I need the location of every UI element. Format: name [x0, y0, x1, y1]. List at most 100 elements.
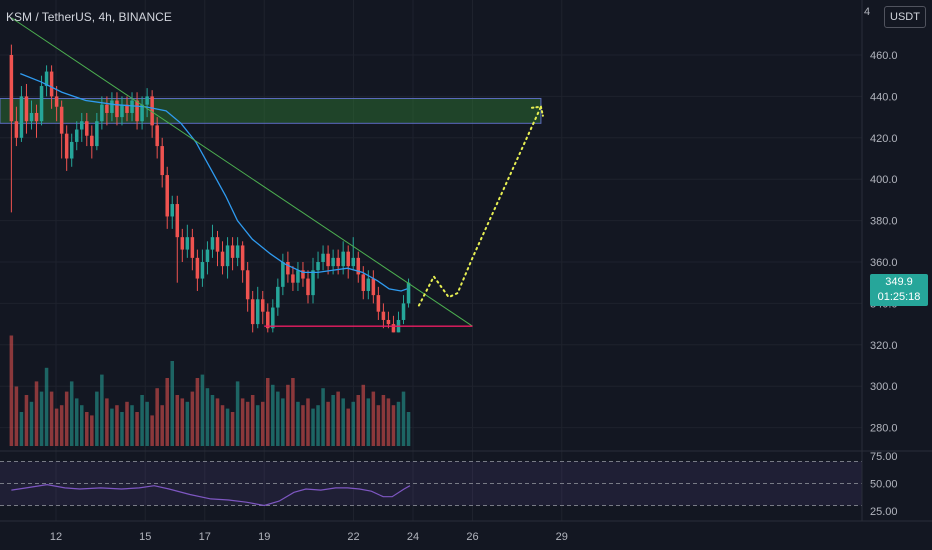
volume-bar	[235, 381, 240, 446]
volume-bar	[276, 391, 280, 446]
volume-bar	[195, 378, 200, 446]
price-tick-label: 440.0	[870, 91, 898, 103]
candle-body	[401, 303, 406, 320]
volume-bar	[361, 384, 366, 446]
volume-bar	[69, 381, 74, 446]
rsi-tick-label: 25.00	[870, 506, 898, 518]
volume-bar	[85, 412, 89, 446]
volume-bar	[220, 405, 225, 446]
volume-bar	[170, 361, 175, 446]
volume-bar	[341, 398, 345, 446]
volume-bar	[34, 381, 39, 446]
candle-body	[306, 278, 310, 296]
candle-body	[381, 311, 386, 320]
candle-body	[346, 251, 350, 267]
volume-bar	[160, 405, 164, 446]
candle-body	[135, 100, 139, 122]
time-tick-label: 19	[258, 531, 270, 543]
candle-body	[296, 270, 300, 283]
price-tick-label: 320.0	[870, 340, 898, 352]
volume-bar	[371, 391, 376, 446]
volume-bar	[210, 395, 215, 446]
volume-bar	[59, 405, 64, 446]
volume-bar	[125, 401, 129, 446]
candle-body	[115, 100, 119, 118]
volume-bar	[190, 391, 195, 446]
candle-body	[44, 71, 49, 87]
candle-body	[49, 71, 54, 97]
volume-bar	[215, 398, 220, 446]
volume-bar	[185, 401, 190, 446]
candle-body	[64, 133, 69, 159]
volume-bar	[240, 398, 245, 446]
candle-body	[155, 125, 159, 147]
candle-body	[311, 270, 315, 296]
last-price-value: 349.9	[885, 276, 913, 288]
volume-bar	[316, 405, 320, 446]
volume-bar	[24, 395, 29, 446]
candle-body	[281, 262, 285, 287]
volume-bar	[145, 401, 149, 446]
candle-body	[175, 204, 180, 238]
candle-body	[271, 307, 275, 329]
candle-body	[250, 299, 255, 325]
candle-body	[235, 245, 240, 258]
price-tick-label: 400.0	[870, 174, 898, 186]
candle-body	[69, 141, 74, 159]
volume-bar	[286, 384, 290, 446]
candle-countdown: 01:25:18	[877, 291, 921, 303]
time-tick-label: 26	[466, 531, 478, 543]
volume-bar	[175, 395, 180, 446]
candle-body	[361, 274, 366, 291]
price-tick-label: 280.0	[870, 423, 898, 435]
candle-body	[255, 299, 260, 325]
volume-bar	[155, 388, 159, 446]
candle-body	[125, 104, 129, 113]
candle-body	[200, 262, 205, 279]
volume-bar	[260, 401, 265, 446]
candle-body	[54, 96, 59, 107]
time-tick-label: 29	[556, 531, 568, 543]
candle-body	[336, 257, 340, 267]
volume-bar	[301, 405, 305, 446]
projection-arrowhead	[530, 105, 544, 117]
resistance-zone	[0, 97, 542, 124]
volume-bar	[311, 408, 315, 446]
last-price-tag: 349.9 01:25:18	[870, 274, 928, 306]
price-tick-label: 460.0	[870, 50, 898, 62]
candle-body	[14, 121, 19, 138]
price-tick-label: 420.0	[870, 133, 898, 145]
candle-body	[190, 237, 195, 258]
volume-bar	[205, 388, 210, 446]
candle-body	[286, 262, 290, 275]
volume-bar	[356, 395, 361, 446]
volume-bar	[115, 405, 119, 446]
candle-body	[220, 251, 225, 267]
volume-bar	[120, 412, 124, 446]
volume-bar	[331, 395, 335, 446]
volume-bar	[200, 374, 205, 446]
candle-body	[165, 175, 169, 217]
volume-bar	[74, 398, 79, 446]
rsi-tick-label: 75.00	[870, 451, 898, 463]
volume-bar	[296, 401, 300, 446]
volume-bar	[44, 367, 49, 446]
currency-unit-badge[interactable]: USDT	[884, 6, 926, 28]
rsi-tick-label: 50.00	[870, 479, 898, 491]
candle-body	[19, 96, 24, 138]
candle-body	[230, 245, 235, 258]
volume-bar	[401, 391, 406, 446]
time-tick-label: 17	[199, 531, 211, 543]
price-tick-label: 380.0	[870, 216, 898, 228]
candle-body	[145, 96, 149, 105]
candle-body	[225, 245, 230, 267]
candle-body	[356, 257, 361, 275]
candle-body	[34, 112, 39, 122]
price-tick-label: 300.0	[870, 381, 898, 393]
volume-bar	[165, 378, 169, 446]
volume-bar	[29, 401, 34, 446]
volume-bar	[64, 391, 69, 446]
descending-trendline	[11, 17, 473, 327]
rsi-line	[11, 483, 411, 507]
